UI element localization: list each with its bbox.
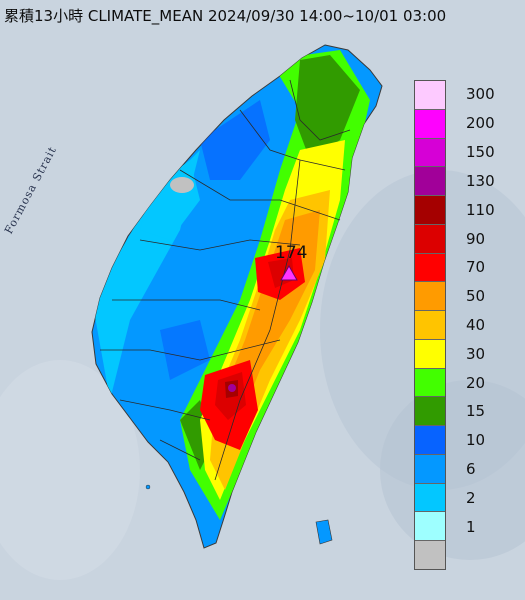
- legend-swatch: [415, 541, 445, 570]
- legend-swatch: [415, 253, 445, 283]
- lanyu-island: [315, 519, 333, 545]
- legend-label: 2: [466, 488, 476, 507]
- legend-swatch: [415, 311, 445, 340]
- map-title: 累積13小時 CLIMATE_MEAN 2024/09/30 14:00~10/…: [4, 7, 447, 25]
- legend-label: 1: [466, 517, 476, 536]
- rain-field-130: [228, 384, 236, 392]
- legend-swatch: [415, 339, 445, 369]
- rain-field-15: [295, 55, 360, 160]
- legend-swatch: [415, 167, 445, 197]
- rain-field-10: [160, 320, 210, 380]
- legend-swatch: [415, 483, 445, 513]
- legend-label: 150: [466, 143, 495, 162]
- legend-swatch: [415, 368, 445, 398]
- legend-label: 15: [466, 402, 486, 421]
- legend-label: 40: [466, 316, 486, 334]
- legend-swatch: [415, 454, 445, 484]
- legend-swatch: [415, 196, 445, 225]
- rain-field-10: [200, 100, 270, 180]
- legend-label: 110: [466, 200, 495, 219]
- max-rainfall-value: 174: [275, 243, 308, 263]
- legend-swatch: [415, 138, 445, 168]
- legend-label: 300: [466, 85, 495, 104]
- legend-label: 130: [466, 171, 495, 190]
- legend-label: 70: [466, 258, 486, 277]
- legend-label: 90: [466, 229, 486, 248]
- legend-label: 50: [466, 287, 486, 306]
- legend-label: 10: [466, 431, 486, 450]
- legend-label: 20: [466, 373, 486, 392]
- cloud-shading: [0, 360, 140, 580]
- legend-label: 200: [466, 114, 495, 133]
- color-legend: [414, 80, 446, 570]
- legend-swatch: [415, 109, 445, 139]
- legend-label: 30: [466, 344, 486, 363]
- county-boundaries: [100, 79, 351, 481]
- rain-field-zero: [170, 177, 194, 193]
- small-island: [145, 484, 151, 490]
- rainfall-fields: [92, 50, 370, 520]
- legend-swatch: [415, 282, 445, 312]
- legend-swatch: [415, 397, 445, 427]
- max-rainfall-marker-icon: [280, 264, 298, 281]
- legend-label: 6: [466, 460, 476, 479]
- legend-swatch: [415, 81, 445, 110]
- legend-labels: 300 200 150 130 110 90 70 50 40 30 20 15 10 6 2 1: [456, 80, 516, 570]
- legend-swatch: [415, 512, 445, 542]
- legend-swatch: [415, 426, 445, 455]
- legend-swatch: [415, 224, 445, 254]
